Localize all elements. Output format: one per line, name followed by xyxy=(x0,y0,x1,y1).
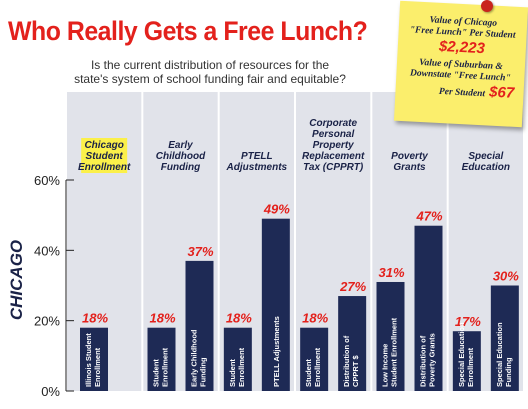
bar xyxy=(452,331,481,391)
bar xyxy=(147,327,176,391)
column-heading: Poverty xyxy=(391,151,428,162)
column-heading: Student xyxy=(86,151,124,162)
column-heading: Enrollment xyxy=(78,162,131,173)
data-label: 47% xyxy=(415,209,442,224)
column-heading: Personal xyxy=(312,129,354,140)
bar-category-label: Enrollment xyxy=(313,347,322,387)
bar xyxy=(300,327,329,391)
bar-category-label: Enrollment xyxy=(161,347,170,387)
page-title: Who Really Gets a Free Lunch? xyxy=(8,16,368,46)
bar-category-label: CPPRT $ xyxy=(351,354,360,387)
note-line-5: Per Student xyxy=(438,86,486,100)
column-heading: Grants xyxy=(393,162,426,173)
y-tick-label: 0% xyxy=(41,384,60,399)
subtitle-line-2: state's system of school funding fair an… xyxy=(74,72,346,86)
data-label: 18% xyxy=(302,311,328,326)
bar-category-label: Distribution of xyxy=(419,335,428,387)
data-label: 37% xyxy=(187,244,213,259)
bar xyxy=(185,260,214,391)
note-value-downstate: $67 xyxy=(488,83,515,102)
bar-category-label: Special Education xyxy=(495,322,504,387)
column-heading: Chicago xyxy=(84,140,123,151)
bar-category-label: Poverty Grants xyxy=(428,333,437,387)
bar xyxy=(490,285,519,391)
column-heading: Adjustments xyxy=(226,162,288,173)
column-heading: Early xyxy=(168,140,193,151)
bar-category-label: Funding xyxy=(504,357,513,387)
bar xyxy=(261,218,290,391)
subtitle: Is the current distribution of resources… xyxy=(0,58,420,86)
bar xyxy=(223,327,252,391)
bar-category-label: Student Enrollment xyxy=(390,317,399,387)
y-axis-label: CHICAGO xyxy=(7,240,26,320)
bar-category-label: Enrollment xyxy=(466,347,475,387)
column-heading: Replacement xyxy=(302,151,365,162)
bar-category-label: Enrollment xyxy=(237,347,246,387)
bar-category-label: Funding xyxy=(199,357,208,387)
bar-category-label: Early Childhood xyxy=(190,329,199,387)
data-label: 30% xyxy=(493,269,519,284)
bar-category-label: Student xyxy=(228,359,237,387)
column-heading: Property xyxy=(313,140,355,151)
bar xyxy=(414,225,443,391)
bar-category-label: Distribution of xyxy=(342,335,351,387)
y-tick-label: 60% xyxy=(34,173,60,188)
bar-category-label: Student xyxy=(304,359,313,387)
data-label: 18% xyxy=(82,311,108,326)
subtitle-line-1: Is the current distribution of resources… xyxy=(90,58,330,72)
bar xyxy=(80,327,108,391)
column-heading: Funding xyxy=(161,162,200,173)
column-heading: Special xyxy=(468,151,503,162)
column-heading: Education xyxy=(462,162,510,173)
y-tick-label: 40% xyxy=(34,243,60,258)
pushpin-icon xyxy=(481,0,493,12)
bar-category-label: Enrollment xyxy=(93,347,102,387)
column-heading: Tax (CPPRT) xyxy=(303,162,364,173)
bar-category-label: Low Income xyxy=(381,344,390,387)
data-label: 27% xyxy=(339,279,366,294)
data-label: 17% xyxy=(455,314,481,329)
column-heading: Corporate xyxy=(309,118,357,129)
bar xyxy=(338,296,367,391)
data-label: 18% xyxy=(226,311,252,326)
bar-category-label: PTELL Adjustments xyxy=(272,316,281,387)
bar-category-label: Student xyxy=(152,359,161,387)
bar-category-label: Illinois Student xyxy=(84,333,93,387)
data-label: 18% xyxy=(149,311,175,326)
column-heading: PTELL xyxy=(241,151,273,162)
data-label: 49% xyxy=(263,202,290,217)
data-label: 31% xyxy=(378,265,404,280)
bar xyxy=(376,281,405,391)
bar-category-label: Special Education xyxy=(457,322,466,387)
sticky-note: Value of Chicago "Free Lunch" Per Studen… xyxy=(393,0,528,128)
column-heading: Childhood xyxy=(156,151,206,162)
y-tick-label: 20% xyxy=(34,314,60,329)
heading-highlight xyxy=(81,138,128,173)
